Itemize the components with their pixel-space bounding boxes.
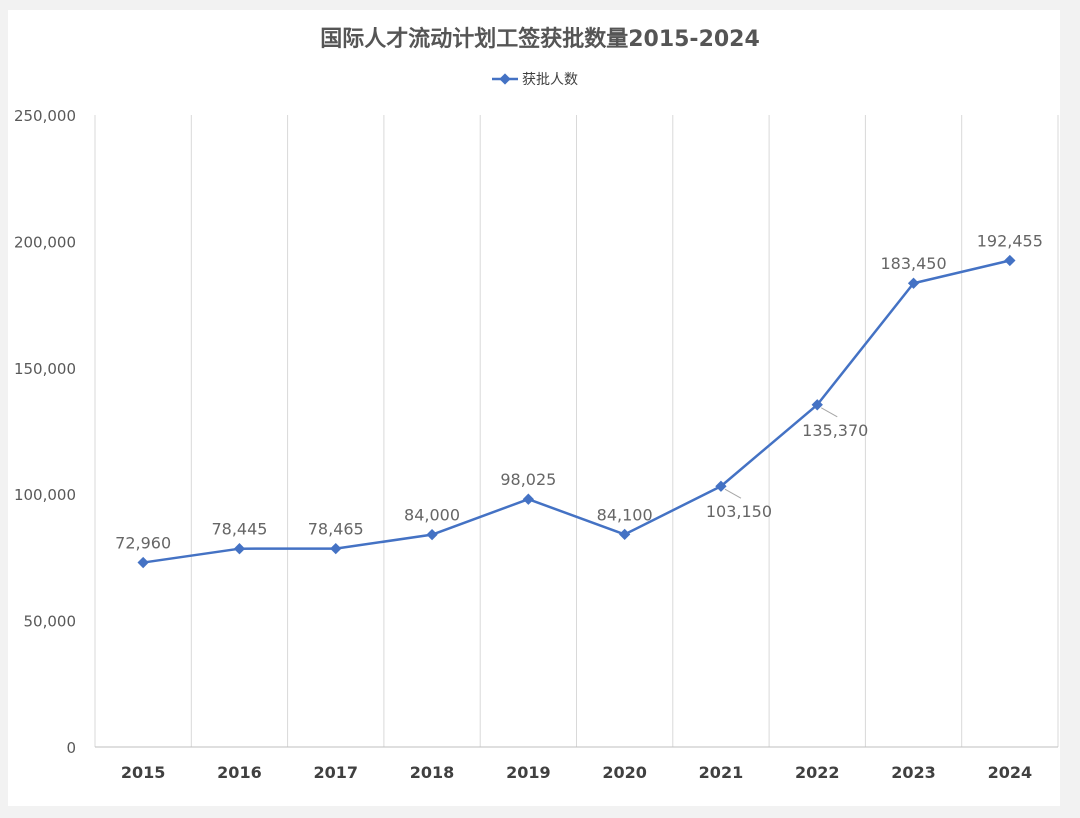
data-label: 183,450 [880,254,946,273]
data-point-marker [907,277,920,289]
x-tick-label: 2016 [217,763,262,782]
x-axis-ticks: 2015 2016 2017 2018 2019 2020 2021 2022 2023 2024 [121,763,1032,782]
chart-frame [8,10,1060,806]
data-label: 192,455 [977,231,1043,250]
series-line [137,254,1016,569]
x-tick-label: 2023 [891,763,936,782]
y-tick-label: 200,000 [14,233,76,251]
x-tick-label: 2015 [121,763,166,782]
x-tick-label: 2021 [699,763,744,782]
data-point-marker [522,493,535,505]
data-point-marker [426,528,438,541]
y-tick-label: 0 [66,739,76,757]
data-label: 135,370 [802,421,868,440]
x-tick-label: 2018 [410,763,455,782]
data-point-marker [233,543,246,555]
y-tick-label: 150,000 [14,360,76,378]
y-axis-ticks: 0 50,000 100,000 150,000 200,000 250,000 [14,107,76,757]
data-label: 103,150 [706,502,772,521]
x-tick-label: 2017 [313,763,358,782]
data-label-leader [724,488,742,499]
series-line-path [142,259,1011,564]
data-point-marker [330,542,342,555]
data-point-marker [1004,254,1016,267]
legend: 获批人数 [492,72,578,88]
y-tick-label: 50,000 [24,613,77,631]
x-tick-label: 2019 [506,763,551,782]
data-label: 72,960 [115,534,171,553]
x-tick-label: 2020 [602,763,647,782]
y-tick-label: 100,000 [14,486,76,504]
data-label: 84,000 [404,506,460,525]
legend-diamond-icon [499,73,511,85]
data-label: 98,025 [500,470,556,489]
data-label: 78,445 [211,520,267,539]
x-tick-label: 2024 [988,763,1033,782]
x-tick-label: 2022 [795,763,840,782]
data-point-marker [137,556,149,569]
data-labels: 72,960 78,445 78,465 84,000 98,025 84,100 103,… [115,231,1043,552]
legend-label: 获批人数 [522,72,578,88]
data-label: 84,100 [597,505,653,524]
data-label-leader [821,407,838,418]
data-point-marker [618,528,631,541]
y-tick-label: 250,000 [14,107,76,125]
data-label: 78,465 [308,520,364,539]
data-point-marker [811,399,823,411]
chart-title: 国际人才流动计划工签获批数量2015-2024 [320,26,760,52]
data-point-marker [715,480,727,492]
grid-lines [94,115,1059,748]
